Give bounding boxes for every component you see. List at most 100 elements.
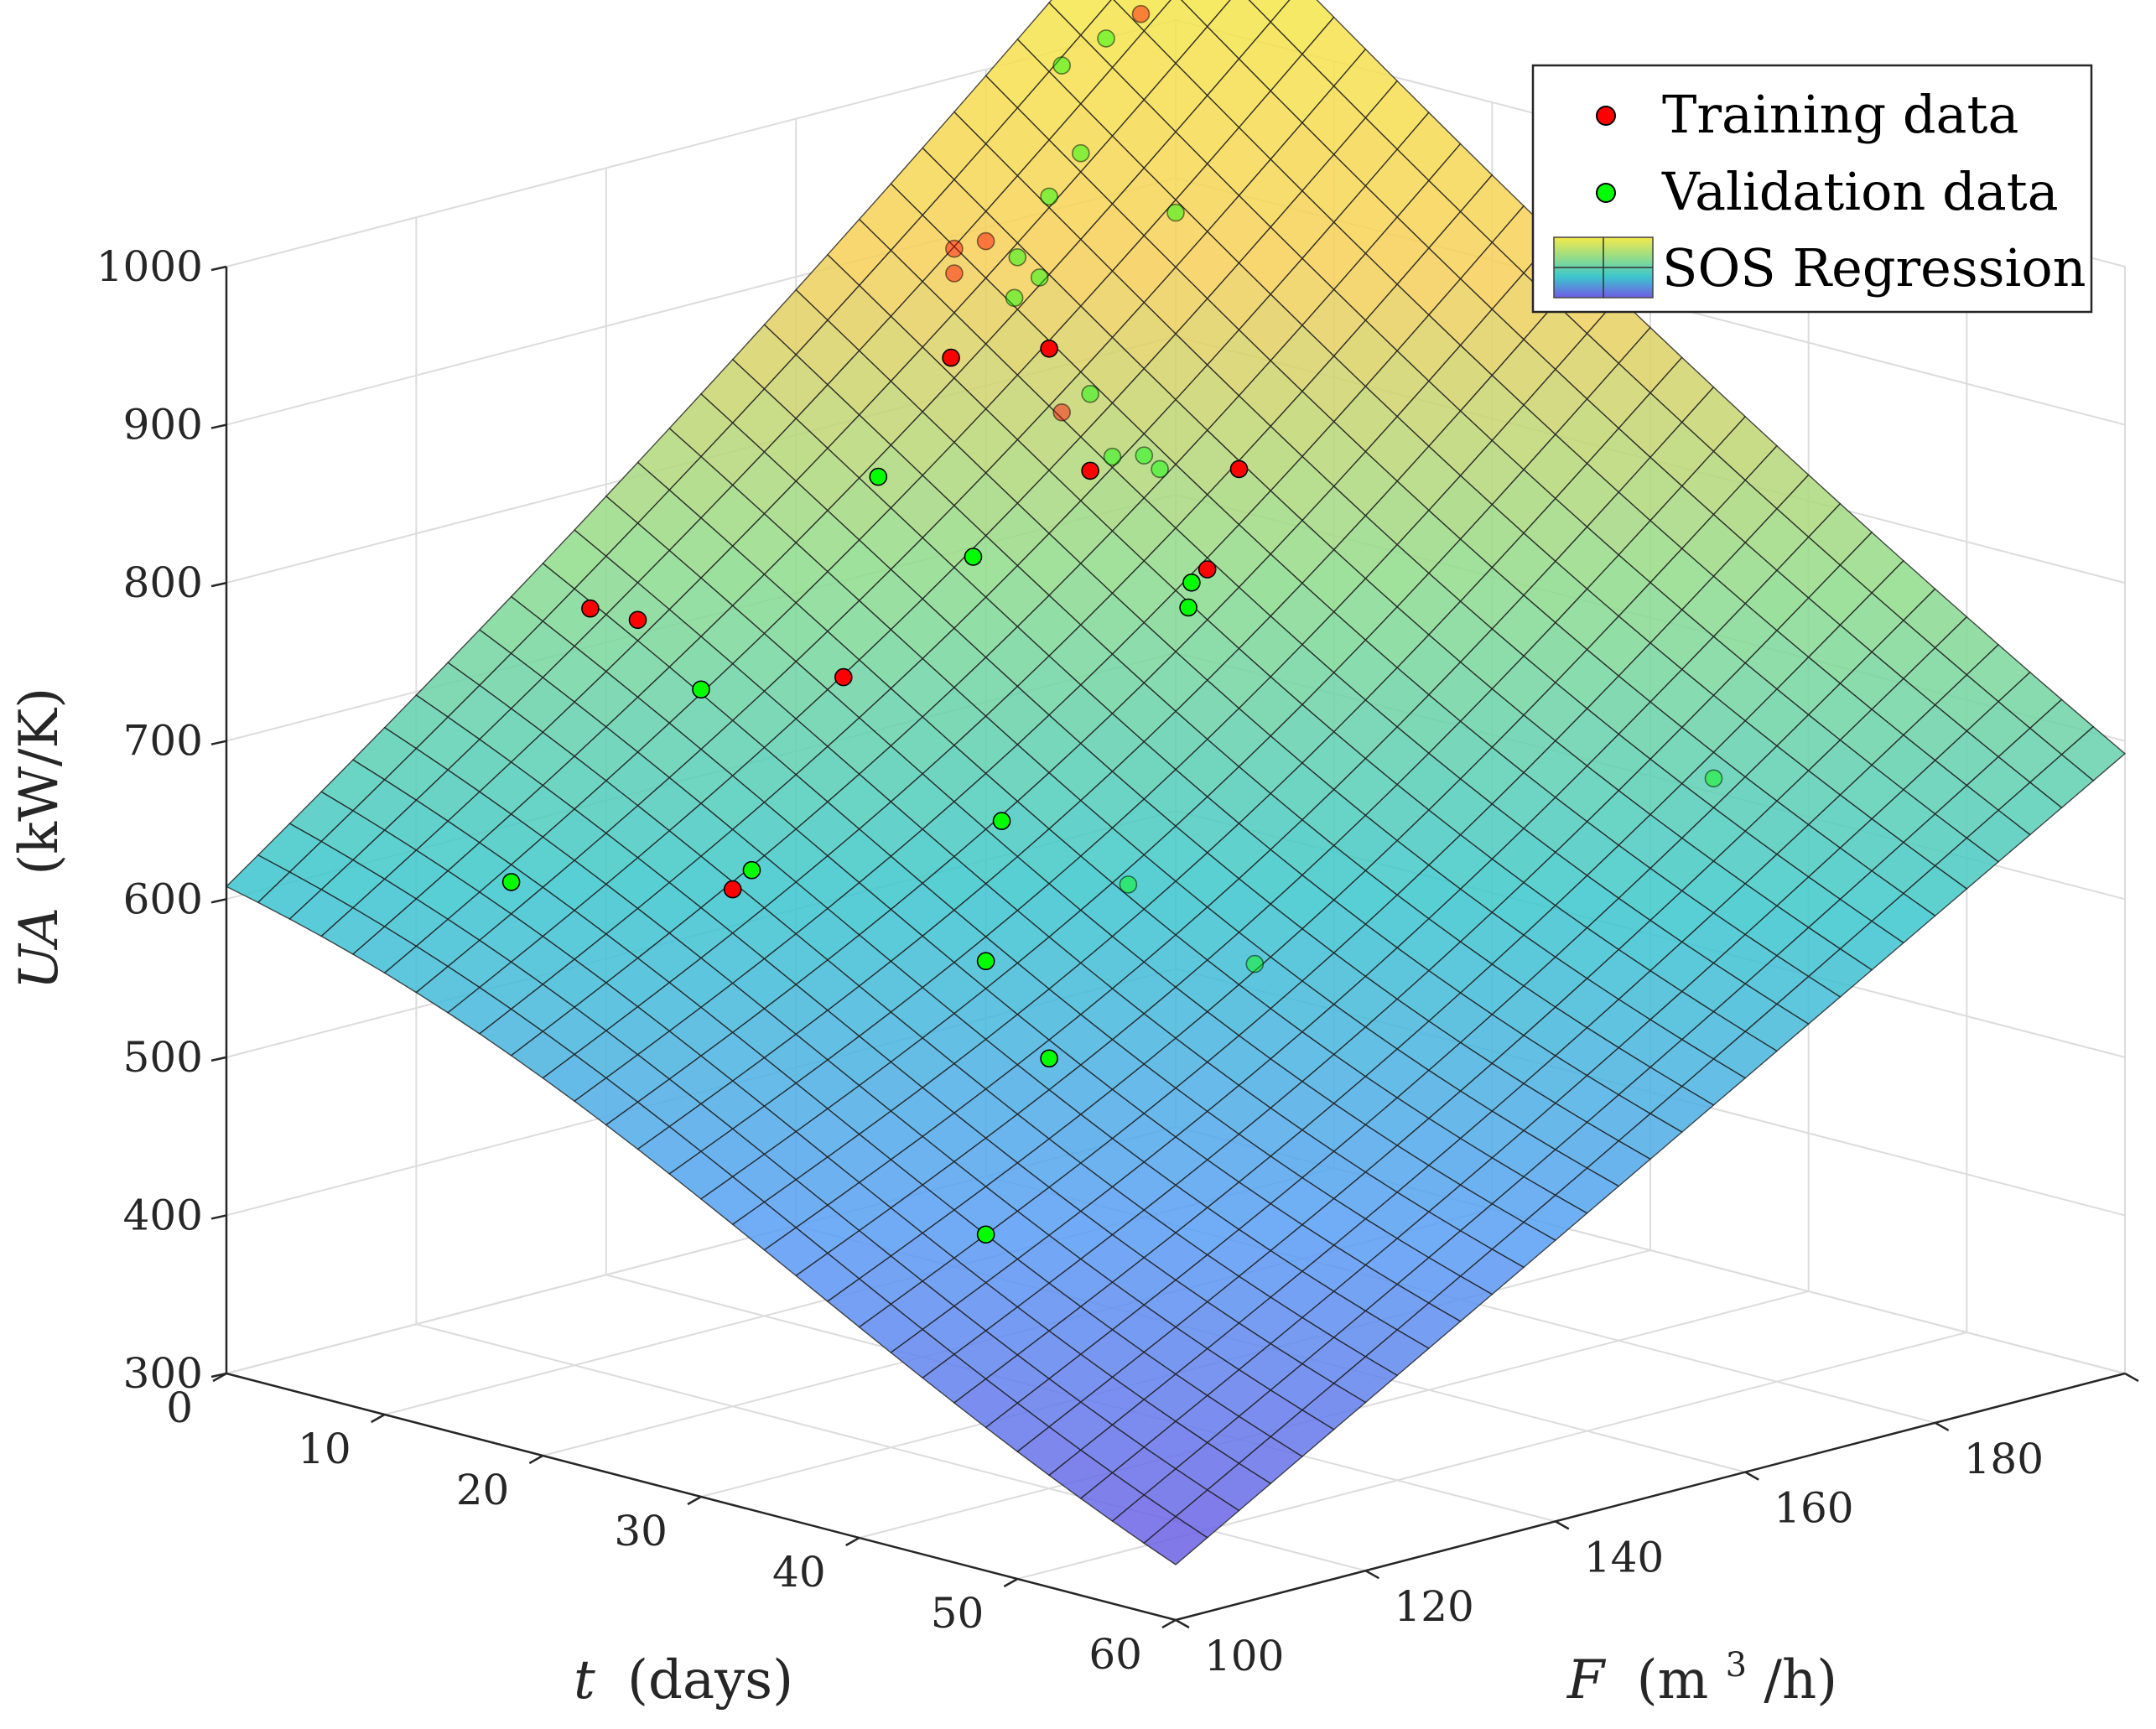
validation-point — [742, 860, 761, 880]
t-tick-label: 10 — [298, 1425, 351, 1473]
t-tick-label: 20 — [456, 1466, 510, 1514]
validation-point — [692, 680, 710, 699]
validation-point — [1151, 460, 1169, 479]
validation-point — [1119, 875, 1138, 894]
validation-point — [1052, 56, 1071, 75]
f-axis-line — [1175, 1372, 2126, 1622]
training-point — [628, 610, 647, 630]
legend: Training data Validation data SOS Regres… — [1531, 64, 2093, 314]
training-point — [834, 667, 853, 687]
z-tick — [210, 898, 227, 904]
f-tick — [1555, 1520, 1570, 1530]
t-tick — [1161, 1618, 1177, 1629]
y-axis-title: F (m 3 /h) — [1566, 1628, 1837, 1711]
f-tick-label: 140 — [1584, 1533, 1664, 1581]
f-tick — [1175, 1618, 1190, 1629]
z-tick — [210, 581, 227, 588]
surface-layer — [225, 0, 2127, 1565]
surface-patch — [1143, 1515, 1208, 1565]
validation-point — [976, 952, 995, 970]
legend-item-training: Training data — [1596, 84, 2018, 145]
training-point — [945, 264, 964, 283]
validation-point — [1030, 268, 1049, 287]
z-tick-label: 400 — [123, 1191, 203, 1239]
y-axis-var: F — [1566, 1649, 1607, 1711]
t-tick-label: 40 — [772, 1548, 826, 1597]
training-point — [976, 231, 995, 251]
x-axis-title: t (days) — [574, 1649, 793, 1711]
validation-point — [1081, 384, 1099, 403]
x-axis-unit: (days) — [627, 1649, 793, 1711]
training-point — [1131, 4, 1151, 23]
f-tick-label: 180 — [1964, 1435, 2044, 1483]
training-point — [581, 599, 600, 618]
grid-line-f — [415, 217, 1366, 1572]
validation-point — [1072, 143, 1090, 163]
t-tick — [1003, 1577, 1018, 1588]
t-tick-label: 30 — [614, 1507, 668, 1555]
validation-point — [1040, 1049, 1058, 1068]
validation-point — [501, 873, 521, 891]
f-tick — [1364, 1570, 1380, 1580]
training-point — [1229, 460, 1249, 479]
z-axis-unit: (kW/K) — [8, 688, 70, 875]
z-tick-label: 600 — [123, 875, 203, 923]
t-tick — [371, 1413, 386, 1424]
training-point — [1052, 402, 1071, 422]
z-tick — [210, 740, 227, 745]
validation-point — [1166, 203, 1185, 222]
legend-marker-validation — [1596, 183, 1616, 203]
y-axis-unit-suffix: /h) — [1764, 1649, 1837, 1711]
legend-marker-training — [1596, 106, 1616, 126]
validation-point — [992, 812, 1011, 830]
validation-point — [1103, 447, 1122, 466]
validation-point — [1179, 598, 1197, 617]
axis-layer — [210, 265, 2139, 1629]
f-tick — [2124, 1372, 2139, 1383]
t-tick — [528, 1454, 543, 1465]
training-point — [723, 880, 742, 899]
f-tick-label: 120 — [1394, 1582, 1473, 1631]
legend-label-sos: SOS Regression — [1662, 237, 2086, 299]
t-tick-label: 50 — [931, 1589, 984, 1638]
validation-point — [1245, 954, 1265, 974]
z-tick — [210, 1214, 227, 1220]
y-axis-unit-prefix: (m — [1637, 1649, 1709, 1711]
z-tick-label: 300 — [123, 1349, 203, 1398]
training-point — [942, 348, 960, 367]
training-point — [1197, 560, 1217, 579]
validation-point — [1182, 573, 1201, 592]
validation-point — [869, 467, 888, 486]
validation-point — [964, 548, 983, 566]
y-axis-unit-sup: 3 — [1726, 1646, 1747, 1685]
z-tick-label: 500 — [123, 1033, 203, 1082]
legend-item-sos: SOS Regression — [1553, 236, 2086, 299]
validation-point — [1704, 769, 1723, 788]
validation-point — [976, 1225, 995, 1244]
validation-point — [1005, 288, 1024, 308]
legend-item-validation: Validation data — [1596, 161, 2059, 222]
f-tick-label: 200 — [2153, 1385, 2156, 1434]
t-tick — [687, 1495, 702, 1506]
z-tick — [210, 423, 227, 429]
validation-point — [1008, 247, 1027, 267]
z-tick-label: 900 — [123, 401, 203, 449]
data-points — [501, 4, 1723, 1244]
legend-label-training: Training data — [1662, 84, 2018, 145]
z-axis-var: UA — [8, 907, 70, 989]
training-point — [1081, 461, 1099, 480]
z-tick-label: 1000 — [96, 242, 203, 291]
legend-label-validation: Validation data — [1661, 161, 2059, 222]
z-tick-label: 800 — [123, 558, 203, 607]
validation-point — [1135, 446, 1154, 465]
t-tick-label: 60 — [1088, 1630, 1142, 1679]
x-axis-var: t — [574, 1649, 595, 1711]
z-tick-label: 700 — [123, 717, 203, 766]
f-tick-label: 160 — [1774, 1484, 1853, 1533]
z-axis-title: UA (kW/K) — [8, 688, 70, 989]
z-tick — [210, 265, 227, 272]
tick-labels: 300 400 500 600 700 800 900 1000 0 10 20 30 40 50 60 10… — [96, 242, 2156, 1680]
training-point — [945, 239, 964, 258]
z-tick — [210, 1056, 227, 1062]
